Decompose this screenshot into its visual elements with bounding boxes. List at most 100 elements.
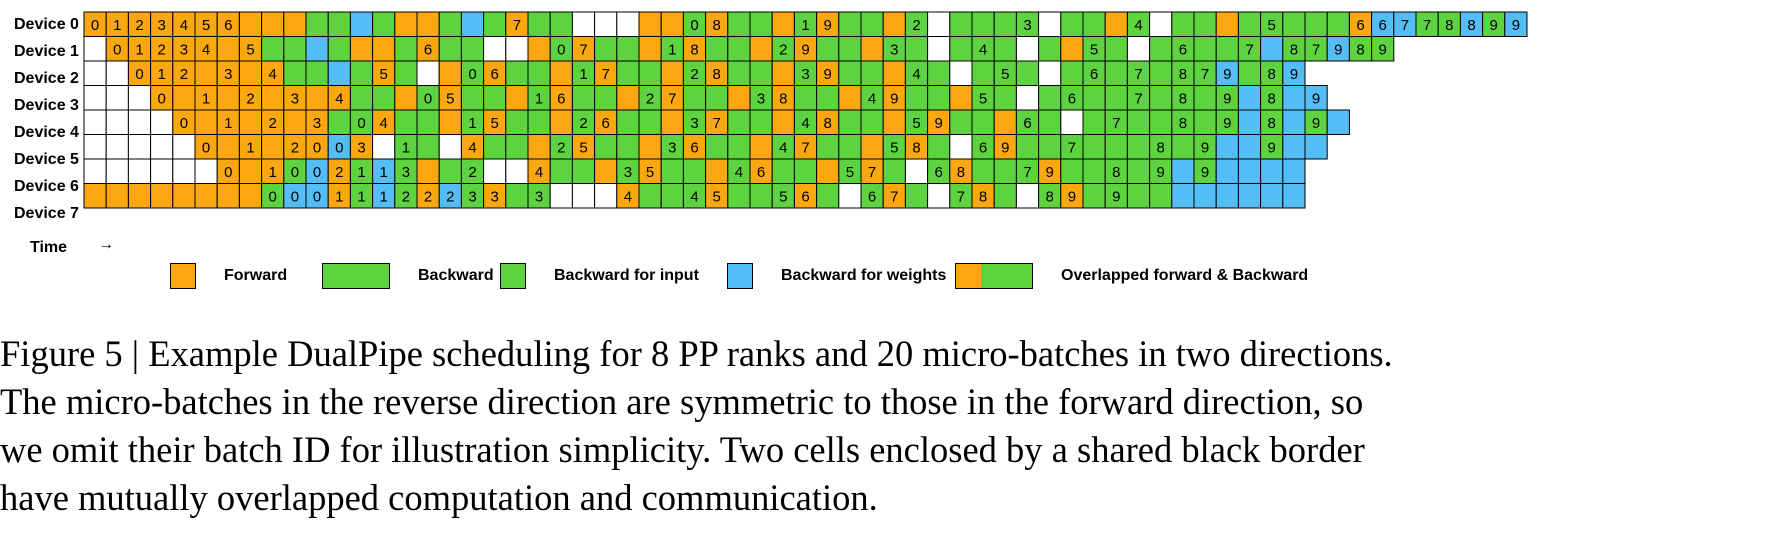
schedule-cell <box>927 85 951 111</box>
cell-batch-id: 2 <box>912 17 920 34</box>
schedule-cell <box>1260 36 1284 62</box>
cell-batch-id: 9 <box>1379 41 1387 58</box>
schedule-cell <box>1126 36 1151 62</box>
cell-batch-id: 6 <box>557 90 565 107</box>
cell-batch-id: 8 <box>690 41 698 58</box>
schedule-cell <box>150 158 174 184</box>
schedule-cell <box>949 134 973 160</box>
cell-batch-id: 3 <box>624 164 632 181</box>
cell-batch-id: 0 <box>291 164 299 181</box>
schedule-cell <box>660 158 684 184</box>
cell-batch-id: 0 <box>135 66 143 83</box>
schedule-cell <box>127 85 152 111</box>
cell-batch-id: 6 <box>1379 17 1387 34</box>
cell-batch-id: 7 <box>801 139 809 156</box>
schedule-cell <box>1193 183 1217 209</box>
schedule-cell <box>1237 11 1262 37</box>
schedule-cell <box>1504 11 1528 37</box>
schedule-cell <box>438 158 462 184</box>
schedule-cell <box>993 85 1017 111</box>
schedule-cell <box>349 85 374 111</box>
schedule-cell <box>483 85 507 111</box>
schedule-cell <box>571 85 596 111</box>
cell-batch-id: 9 <box>890 90 898 107</box>
schedule-cell <box>349 36 374 62</box>
schedule-cell <box>416 60 440 86</box>
cell-batch-id: 8 <box>1356 41 1364 58</box>
cell-batch-id: 8 <box>1179 90 1187 107</box>
schedule-cell <box>971 158 995 184</box>
cell-batch-id: 4 <box>269 66 277 83</box>
schedule-cell <box>283 60 307 86</box>
forward-swatch <box>170 263 196 289</box>
schedule-cell <box>1015 183 1040 209</box>
cell-batch-id: 1 <box>335 188 343 205</box>
schedule-cell <box>793 85 818 111</box>
schedule-cell <box>882 158 906 184</box>
schedule-cell <box>505 158 529 184</box>
schedule-cell <box>238 158 263 184</box>
schedule-cell <box>904 158 929 184</box>
schedule-cell <box>527 109 551 135</box>
cell-batch-id: 0 <box>313 164 321 181</box>
schedule-cell <box>83 109 107 135</box>
schedule-cell <box>727 60 751 86</box>
schedule-cell <box>1126 109 1151 135</box>
schedule-cell <box>749 60 773 86</box>
schedule-cell <box>727 109 751 135</box>
cell-batch-id: 5 <box>779 188 787 205</box>
schedule-cell <box>838 85 862 111</box>
schedule-cell <box>1171 134 1195 160</box>
schedule-cell <box>616 85 640 111</box>
cell-batch-id: 9 <box>1512 17 1520 34</box>
schedule-cell <box>327 11 351 37</box>
cell-batch-id: 2 <box>690 66 698 83</box>
cell-batch-id: 1 <box>357 188 365 205</box>
schedule-cell <box>638 11 662 37</box>
cell-batch-id: 7 <box>713 115 721 132</box>
cell-batch-id: 7 <box>1423 17 1431 34</box>
schedule-cell <box>483 36 507 62</box>
schedule-cell <box>594 36 618 62</box>
cell-batch-id: 1 <box>357 164 365 181</box>
device-label-4: Device 4 <box>14 124 79 141</box>
schedule-cell <box>372 36 396 62</box>
schedule-cell <box>283 109 307 135</box>
cell-batch-id: 6 <box>1090 66 1098 83</box>
schedule-cell <box>838 109 862 135</box>
schedule-cell <box>616 109 640 135</box>
cell-batch-id: 9 <box>1312 90 1320 107</box>
schedule-cell <box>904 36 929 62</box>
schedule-cell <box>727 183 751 209</box>
schedule-cell <box>1082 158 1106 184</box>
cell-batch-id: 3 <box>491 188 499 205</box>
cell-batch-id: 1 <box>801 17 809 34</box>
schedule-cell <box>216 36 240 62</box>
schedule-cell <box>83 36 107 62</box>
schedule-cell <box>949 11 973 37</box>
schedule-cell <box>971 60 995 86</box>
schedule-cell <box>460 11 485 37</box>
schedule-cell <box>349 11 374 37</box>
cell-batch-id: 3 <box>468 188 476 205</box>
schedule-cell <box>638 109 662 135</box>
cell-batch-id: 8 <box>713 66 721 83</box>
schedule-cell <box>727 85 751 111</box>
schedule-cell <box>816 85 840 111</box>
cell-batch-id: 0 <box>91 17 99 34</box>
cell-batch-id: 5 <box>1090 41 1098 58</box>
schedule-cell <box>882 109 906 135</box>
cell-batch-id: 8 <box>713 17 721 34</box>
schedule-cell <box>416 11 440 37</box>
schedule-cell <box>727 134 751 160</box>
cell-batch-id: 9 <box>1112 188 1120 205</box>
schedule-cell <box>993 36 1017 62</box>
schedule-cell <box>505 183 529 209</box>
cell-batch-id: 0 <box>113 41 121 58</box>
cell-batch-id: 6 <box>491 66 499 83</box>
cell-batch-id: 6 <box>935 164 943 181</box>
cell-batch-id: 3 <box>1023 17 1031 34</box>
cell-batch-id: 4 <box>1134 17 1142 34</box>
cell-batch-id: 8 <box>824 115 832 132</box>
schedule-cell <box>505 85 529 111</box>
